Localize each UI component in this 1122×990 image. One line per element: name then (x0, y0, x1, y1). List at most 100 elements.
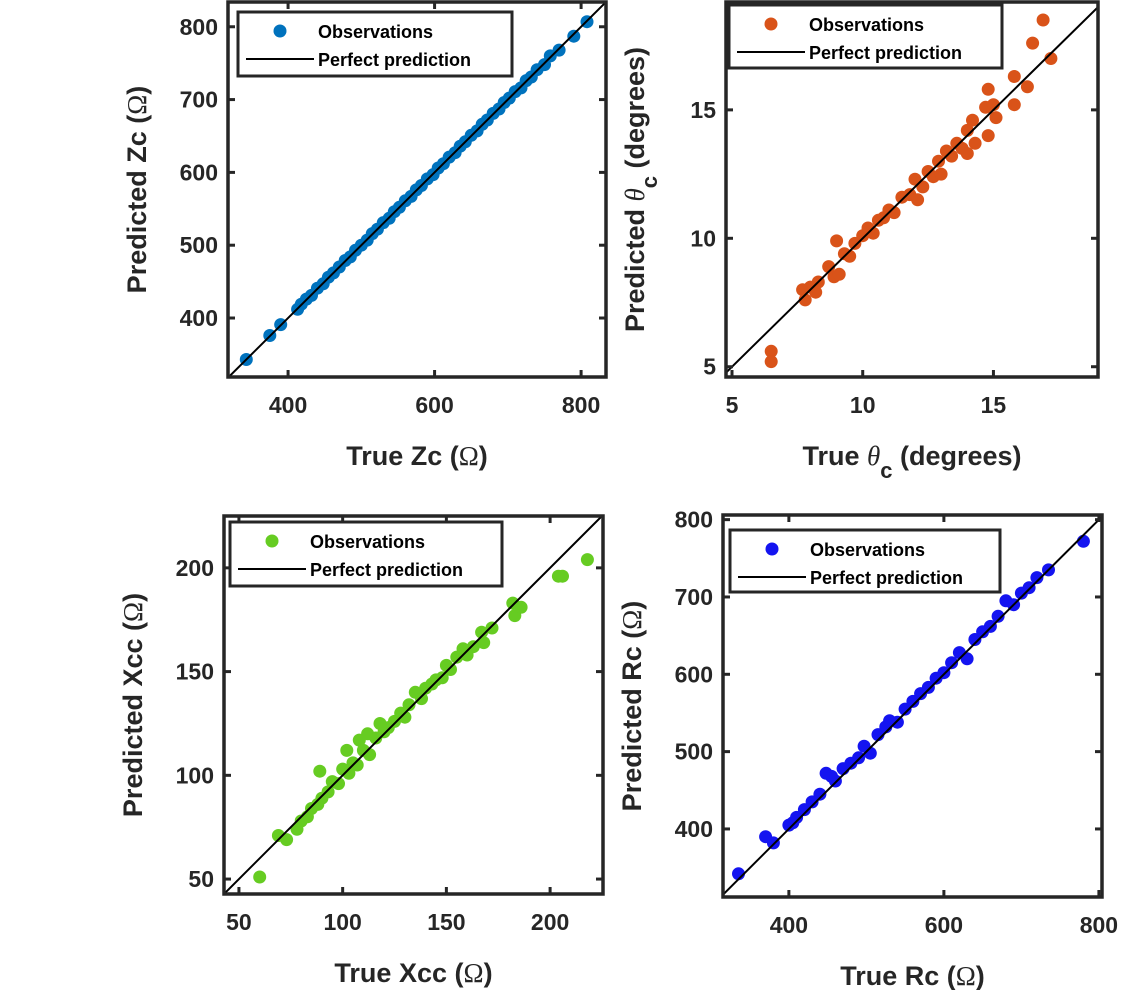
legend-label-perfect-prediction: Perfect prediction (310, 560, 463, 580)
data-point (567, 29, 581, 43)
data-point (830, 234, 844, 248)
legend-marker-observations (265, 534, 279, 548)
legend-label-observations: Observations (318, 22, 433, 42)
y-axis-label-part: Predicted Xcc ( (118, 622, 148, 817)
data-point (350, 758, 364, 772)
y-axis-label-part: θ (620, 188, 650, 201)
data-point (934, 167, 948, 181)
y-tick-label: 400 (180, 305, 218, 331)
x-axis-label-part: (degrees) (893, 441, 1022, 471)
x-axis-label-part: θ (867, 441, 880, 471)
legend-box (727, 3, 1004, 70)
data-point (813, 787, 827, 801)
axes-box (226, 0, 608, 379)
y-axis-label: Predicted θc (degrees) (620, 47, 662, 332)
data-point (552, 43, 566, 57)
legend-box (236, 10, 514, 78)
perfect-prediction-line (224, 516, 603, 894)
data-point (911, 193, 925, 207)
legend-label-perfect-prediction: Perfect prediction (810, 568, 963, 588)
x-axis-label: True θc (degrees) (802, 441, 1021, 483)
data-point (466, 640, 480, 654)
x-axis-label: True Rc (Ω) (840, 961, 985, 990)
y-tick-label: 100 (176, 762, 214, 788)
y-axis-label-part: ) (122, 86, 152, 95)
x-axis-label-part: True (802, 441, 867, 471)
x-tick-label: 5 (726, 392, 739, 418)
legend-box (228, 520, 504, 588)
data-point (764, 344, 778, 358)
y-tick-label: 500 (675, 739, 713, 765)
plot-area (723, 515, 1102, 896)
x-tick-label: 400 (269, 392, 307, 418)
data-point (1030, 571, 1044, 585)
plot-area (224, 516, 603, 894)
x-tick-label: 150 (427, 909, 465, 935)
legend-label-observations: Observations (809, 15, 924, 35)
data-point (556, 569, 569, 583)
data-point (968, 136, 982, 150)
data-point (989, 111, 1003, 125)
data-point (313, 764, 327, 778)
x-axis-label-part: True Xcc ( (334, 958, 463, 988)
data-point (477, 636, 491, 650)
plot-area (228, 2, 606, 377)
legend-marker-observations (273, 24, 287, 38)
y-tick-label: 800 (180, 14, 218, 40)
data-point (945, 656, 959, 670)
y-tick-label: 500 (180, 232, 218, 258)
data-point (766, 836, 780, 850)
y-tick-label: 200 (176, 555, 214, 581)
perfect-prediction-line (228, 2, 606, 377)
data-point (960, 147, 974, 160)
perfect-prediction-line (726, 6, 1098, 374)
x-axis-label-part: Ω (463, 958, 483, 988)
x-tick-label: 800 (562, 392, 600, 418)
data-point (514, 600, 528, 614)
data-point (1076, 534, 1090, 548)
y-axis-label-part: Predicted Zc ( (122, 115, 152, 294)
axes-box (724, 0, 1100, 379)
x-axis-label-part: ) (479, 441, 488, 471)
y-tick-label: 600 (675, 661, 713, 687)
x-tick-label: 600 (925, 912, 963, 938)
legend-label-perfect-prediction: Perfect prediction (318, 50, 471, 70)
data-point (580, 553, 594, 567)
data-point (340, 743, 354, 757)
y-axis-label-part: Ω (122, 95, 152, 115)
y-axis-label-part: ) (617, 601, 647, 610)
data-point (485, 621, 499, 635)
data-point (981, 82, 995, 96)
y-tick-label: 15 (690, 97, 716, 123)
y-axis-label-part: Ω (118, 602, 148, 622)
data-point (332, 777, 345, 791)
y-axis-label: Predicted Rc (Ω) (617, 601, 647, 812)
data-point (475, 625, 489, 639)
legend-marker-observations (764, 17, 778, 31)
x-tick-label: 800 (1080, 912, 1118, 938)
x-axis-label: True Xcc (Ω) (334, 958, 492, 988)
y-tick-label: 5 (703, 354, 716, 380)
data-point (828, 774, 842, 788)
x-axis-label-part: ) (976, 961, 985, 990)
data-point (937, 666, 951, 680)
data-point (402, 698, 416, 712)
data-point (363, 748, 377, 762)
legend-label-observations: Observations (810, 540, 925, 560)
x-tick-label: 600 (415, 392, 453, 418)
data-point (960, 652, 974, 666)
legend: Observations Perfect prediction (236, 10, 514, 78)
plot-area (726, 6, 1098, 374)
y-axis-label-part: Predicted Rc ( (617, 630, 647, 812)
data-point (398, 710, 412, 724)
x-axis-label-part: Ω (459, 441, 479, 471)
data-point (981, 129, 995, 143)
data-point (921, 680, 935, 694)
data-point (832, 267, 846, 281)
legend: Observations Perfect prediction (228, 520, 504, 588)
y-tick-label: 10 (690, 225, 716, 251)
legend-label-perfect-prediction: Perfect prediction (809, 43, 962, 63)
x-axis-label-part: c (880, 458, 892, 483)
